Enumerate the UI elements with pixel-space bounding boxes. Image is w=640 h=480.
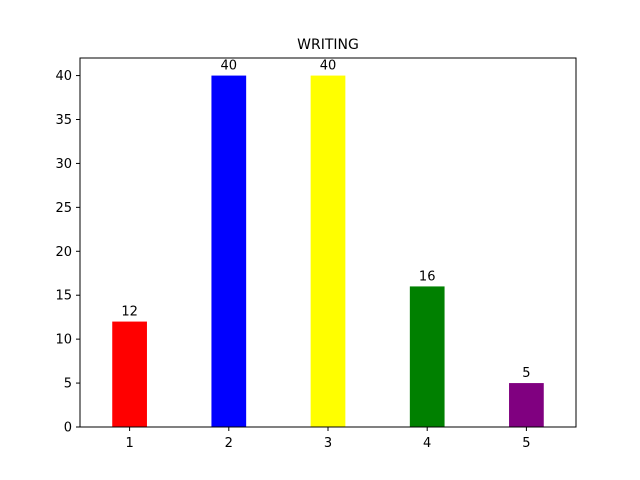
x-tick-label-2: 2 — [225, 436, 233, 451]
bar-3 — [310, 75, 346, 428]
data-label-5: 5 — [522, 366, 530, 381]
bar-1 — [112, 321, 147, 427]
y-tick-label-25: 25 — [55, 201, 72, 216]
y-tick-label-20: 20 — [55, 245, 72, 260]
data-label-3: 40 — [320, 59, 337, 74]
y-tick-label-30: 30 — [55, 157, 72, 172]
data-label-4: 16 — [419, 269, 436, 284]
y-tick-label-40: 40 — [55, 69, 72, 84]
y-tick-label-10: 10 — [55, 333, 72, 348]
y-tick-label-15: 15 — [55, 289, 72, 304]
chart-title: WRITING — [297, 37, 359, 53]
bar-4 — [409, 286, 445, 427]
data-label-1: 12 — [121, 305, 138, 320]
y-tick-label-5: 5 — [64, 377, 72, 392]
x-tick-label-1: 1 — [125, 436, 133, 451]
x-tick-label-4: 4 — [423, 436, 431, 451]
y-tick-label-35: 35 — [55, 113, 72, 128]
bar-5 — [509, 383, 544, 427]
x-tick-label-5: 5 — [522, 436, 530, 451]
y-tick-label-0: 0 — [64, 421, 72, 436]
data-label-2: 40 — [221, 59, 238, 74]
x-tick-label-3: 3 — [324, 436, 332, 451]
bar-2 — [211, 75, 247, 428]
